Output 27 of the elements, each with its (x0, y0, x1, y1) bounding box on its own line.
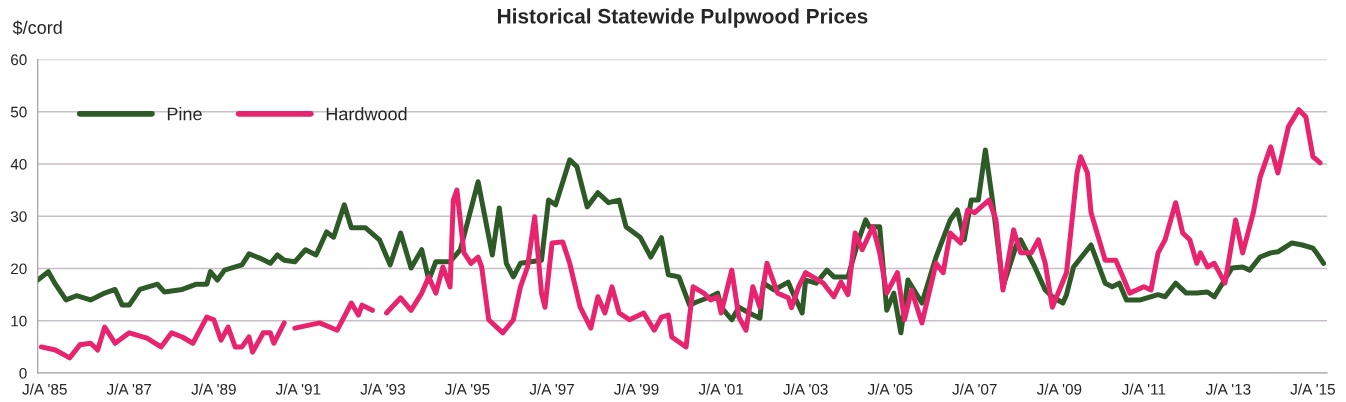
x-tick-label: J/A '93 (360, 383, 405, 395)
x-tick-label: J/A '11 (1121, 383, 1166, 395)
x-tick-label: J/A '01 (698, 383, 744, 395)
y-tick-label: 0 (19, 367, 27, 379)
x-tick-label: J/A '99 (614, 383, 659, 395)
x-tick-label: J/A '03 (783, 383, 828, 395)
x-tick-label: J/A '95 (444, 383, 490, 395)
legend-label: Pine (167, 107, 202, 121)
y-tick-label: 40 (10, 158, 27, 170)
x-tick-label: J/A '05 (867, 383, 913, 395)
x-tick-label: J/A '13 (1205, 383, 1251, 395)
x-tick-label: J/A '07 (952, 383, 997, 395)
x-tick-label: J/A '87 (106, 383, 152, 395)
x-tick-label: J/A '15 (1290, 383, 1335, 395)
y-tick-label: 60 (11, 54, 27, 66)
y-tick-label: 20 (11, 263, 27, 275)
x-tick-label: J/A '97 (529, 383, 574, 395)
y-tick-label: 50 (10, 106, 27, 118)
x-tick-label: J/A '91 (275, 383, 321, 395)
x-tick-label: J/A '89 (191, 383, 236, 395)
legend-label: Hardwood (326, 107, 407, 121)
y-axis-title: $/cord (12, 20, 62, 36)
y-tick-label: 10 (11, 315, 27, 327)
chart-title: Historical Statewide Pulpwood Prices (498, 8, 868, 28)
x-tick-label: J/A '09 (1036, 383, 1082, 395)
y-tick-label: 30 (10, 211, 27, 222)
x-tick-label: J/A '85 (22, 383, 67, 395)
